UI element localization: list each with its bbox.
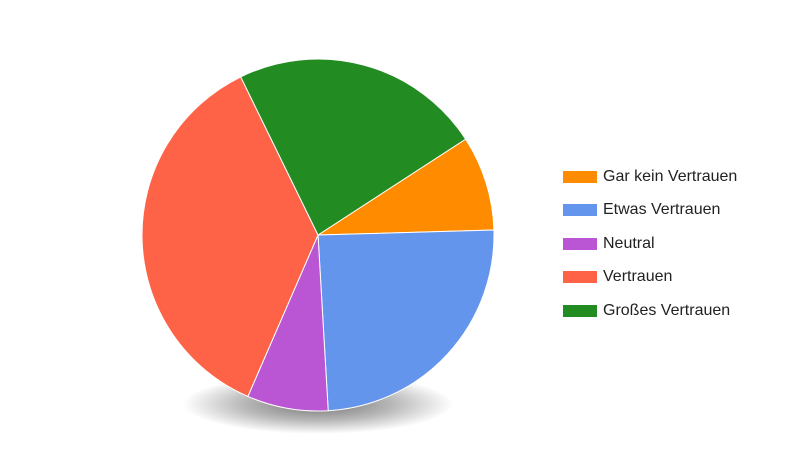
legend: Gar kein Vertrauen Etwas Vertrauen Neutr… [563,160,783,328]
legend-swatch [563,304,597,317]
pie-slice-2 [317,229,495,412]
legend-item: Neutral [563,227,783,261]
legend-label: Gar kein Vertrauen [603,167,738,185]
legend-item: Vertrauen [563,261,783,295]
pie-slice-5 [240,58,467,236]
pie-slice-4 [141,76,319,398]
legend-item: Großes Vertrauen [563,294,783,328]
legend-label: Vertrauen [603,268,673,286]
pie-slice-1 [316,138,495,236]
legend-item: Gar kein Vertrauen [563,160,783,194]
legend-item: Etwas Vertrauen [563,194,783,228]
legend-label: Neutral [603,234,655,252]
legend-swatch [563,237,597,250]
pie-slices [141,58,495,412]
legend-swatch [563,204,597,217]
legend-label: Etwas Vertrauen [603,201,721,219]
legend-label: Großes Vertrauen [603,301,731,319]
legend-swatch [563,271,597,284]
legend-swatch [563,170,597,183]
